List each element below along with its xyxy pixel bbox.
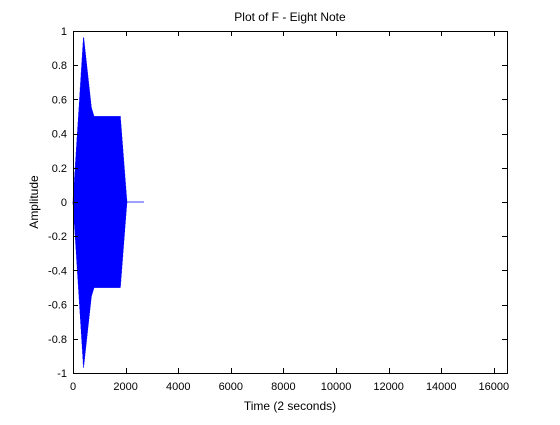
y-tick-label: 0.2: [52, 163, 67, 175]
y-tick-label: 0.4: [52, 129, 67, 141]
y-axis-label: Amplitude: [27, 175, 41, 229]
series-line: [72, 37, 145, 368]
series-layer: [72, 37, 145, 368]
y-tick-label: -0.4: [48, 265, 67, 277]
y-tick-label: 0.8: [52, 60, 67, 72]
x-tick-label: 8000: [271, 381, 295, 393]
y-tick-label: -0.8: [48, 334, 67, 346]
y-tick-label: 0: [61, 197, 67, 209]
x-tick-label: 6000: [219, 381, 243, 393]
y-tick-label: 0.6: [52, 94, 67, 106]
x-axis-ticks: 0 2000 4000 6000 8000 10000 12000 14000 16000: [70, 31, 509, 393]
x-tick-label: 2000: [113, 381, 137, 393]
x-tick-label: 14000: [426, 381, 457, 393]
y-tick-label: 1: [61, 26, 67, 38]
x-tick-label: 12000: [373, 381, 404, 393]
y-axis-ticks: -1 -0.8 -0.6 -0.4 -0.2 0 0.2 0.4 0.6 0.8 1: [48, 26, 507, 380]
y-tick-label: -1: [57, 368, 67, 380]
plot-area: [73, 31, 507, 373]
x-tick-label: 10000: [321, 381, 352, 393]
chart-title: Plot of F - Eight Note: [234, 10, 346, 24]
x-tick-label: 4000: [166, 381, 190, 393]
x-tick-label: 0: [70, 381, 76, 393]
y-tick-label: -0.2: [48, 231, 67, 243]
x-axis-label: Time (2 seconds): [244, 399, 336, 413]
y-tick-label: -0.6: [48, 300, 67, 312]
x-tick-label: 16000: [479, 381, 510, 393]
